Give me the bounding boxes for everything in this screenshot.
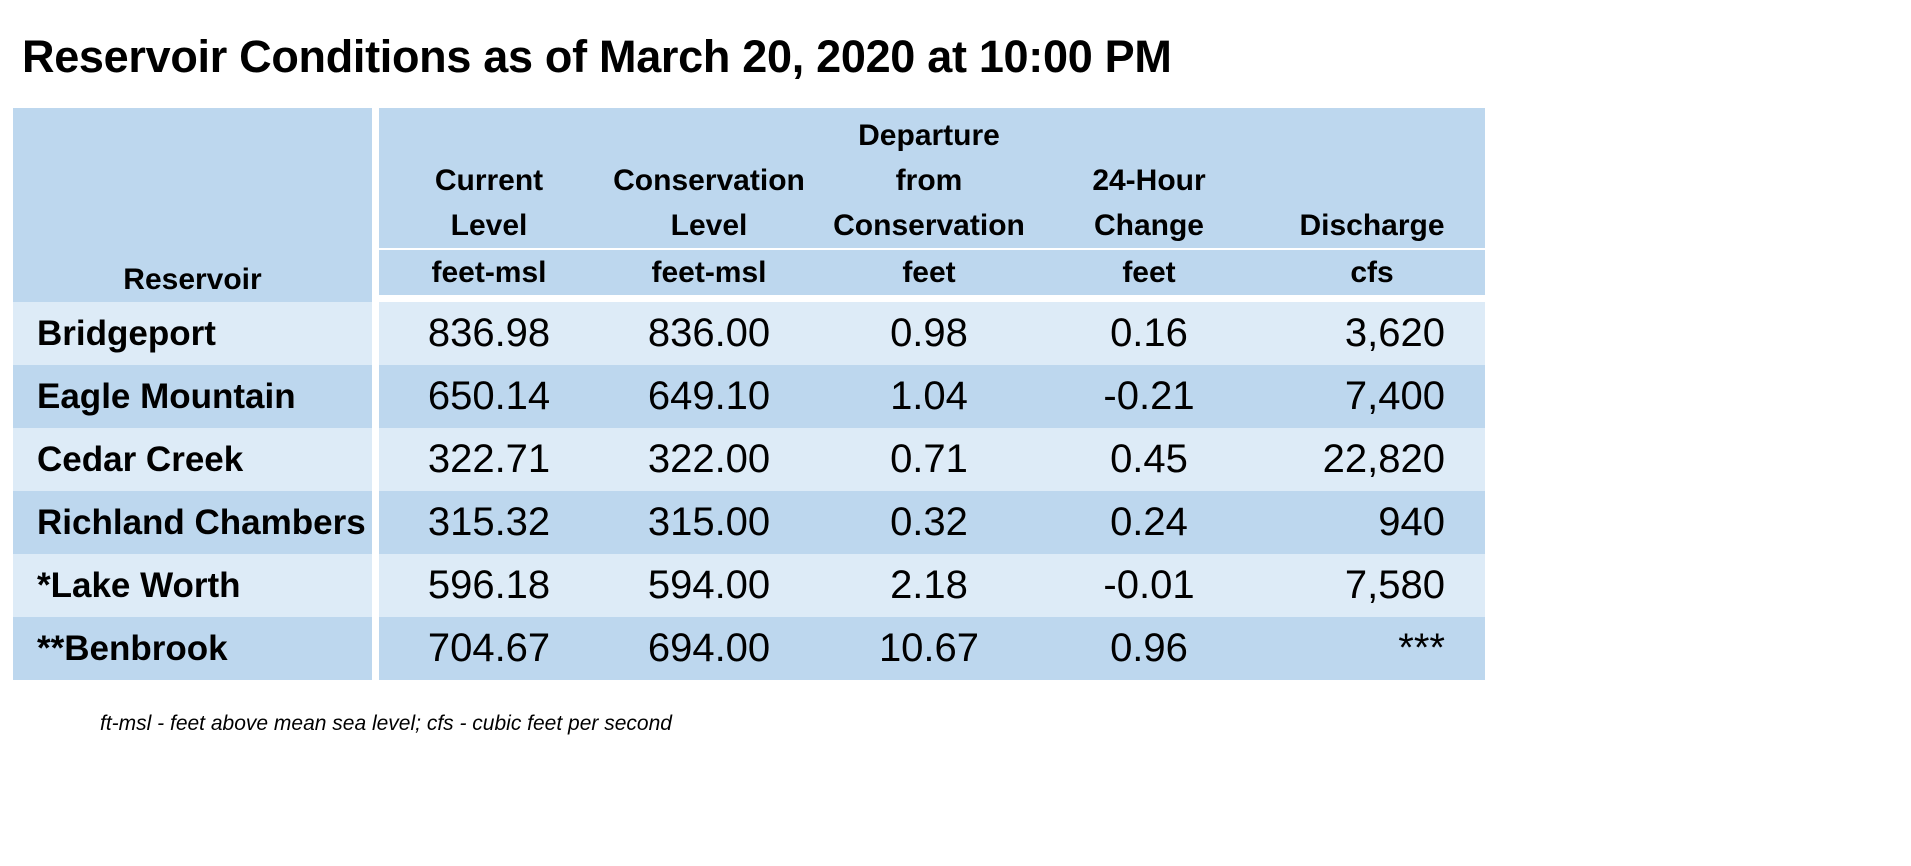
header-line: from <box>895 164 963 197</box>
cell-24-hour-change: 0.16 <box>1039 302 1259 365</box>
cell-24-hour-change: -0.21 <box>1039 365 1259 428</box>
cell-24-hour-change: -0.01 <box>1039 554 1259 617</box>
cell-discharge: 7,580 <box>1259 554 1485 617</box>
footnote: ft-msl - feet above mean sea level; cfs … <box>100 712 672 735</box>
table-row: Eagle Mountain 650.14 649.10 1.04 -0.21 … <box>13 365 1485 428</box>
header-line: Conservation <box>613 164 805 197</box>
cell-departure: 1.04 <box>819 365 1039 428</box>
column-header-conservation-level: Conservation Level <box>599 108 819 250</box>
table-body: Bridgeport 836.98 836.00 0.98 0.16 3,620… <box>13 302 1485 680</box>
cell-24-hour-change: 0.96 <box>1039 617 1259 680</box>
cell-departure: 2.18 <box>819 554 1039 617</box>
cell-discharge: 940 <box>1259 491 1485 554</box>
cell-reservoir: **Benbrook <box>13 617 379 680</box>
table-row: Bridgeport 836.98 836.00 0.98 0.16 3,620 <box>13 302 1485 365</box>
cell-current-level: 836.98 <box>379 302 599 365</box>
column-header-24-hour-change: 24-Hour Change <box>1039 108 1259 250</box>
cell-departure: 0.71 <box>819 428 1039 491</box>
cell-current-level: 315.32 <box>379 491 599 554</box>
cell-departure: 0.32 <box>819 491 1039 554</box>
table-row: *Lake Worth 596.18 594.00 2.18 -0.01 7,5… <box>13 554 1485 617</box>
header-line: Conservation <box>833 209 1025 242</box>
cell-conservation-level: 322.00 <box>599 428 819 491</box>
cell-departure: 10.67 <box>819 617 1039 680</box>
cell-discharge: 3,620 <box>1259 302 1485 365</box>
column-header-discharge: Discharge <box>1259 108 1485 250</box>
header-line: Current <box>434 164 544 197</box>
header-line: Change <box>1093 209 1204 242</box>
table-header: Reservoir Current Level Conservation Lev… <box>13 108 1485 302</box>
cell-24-hour-change: 0.24 <box>1039 491 1259 554</box>
column-header-reservoir: Reservoir <box>13 108 379 302</box>
cell-discharge: 7,400 <box>1259 365 1485 428</box>
cell-discharge: 22,820 <box>1259 428 1485 491</box>
reservoir-table: Reservoir Current Level Conservation Lev… <box>13 108 1485 680</box>
cell-current-level: 650.14 <box>379 365 599 428</box>
unit-discharge: cfs <box>1259 250 1485 302</box>
column-header-departure: Departure from Conservation <box>819 108 1039 250</box>
column-header-current-level: Current Level <box>379 108 599 250</box>
unit-conservation-level: feet-msl <box>599 250 819 302</box>
cell-reservoir: Eagle Mountain <box>13 365 379 428</box>
cell-conservation-level: 315.00 <box>599 491 819 554</box>
header-line: Discharge <box>1299 209 1445 242</box>
unit-24-hour-change: feet <box>1039 250 1259 302</box>
page-title: Reservoir Conditions as of March 20, 202… <box>22 31 1172 82</box>
table-row: Richland Chambers 315.32 315.00 0.32 0.2… <box>13 491 1485 554</box>
cell-reservoir: Richland Chambers <box>13 491 379 554</box>
unit-departure: feet <box>819 250 1039 302</box>
cell-departure: 0.98 <box>819 302 1039 365</box>
cell-reservoir: *Lake Worth <box>13 554 379 617</box>
unit-current-level: feet-msl <box>379 250 599 302</box>
cell-current-level: 322.71 <box>379 428 599 491</box>
header-line: Departure <box>858 119 1000 152</box>
cell-conservation-level: 594.00 <box>599 554 819 617</box>
cell-24-hour-change: 0.45 <box>1039 428 1259 491</box>
cell-conservation-level: 836.00 <box>599 302 819 365</box>
header-line: Level <box>670 209 748 242</box>
cell-current-level: 704.67 <box>379 617 599 680</box>
table-row: Cedar Creek 322.71 322.00 0.71 0.45 22,8… <box>13 428 1485 491</box>
cell-reservoir: Cedar Creek <box>13 428 379 491</box>
cell-conservation-level: 649.10 <box>599 365 819 428</box>
cell-current-level: 596.18 <box>379 554 599 617</box>
cell-conservation-level: 694.00 <box>599 617 819 680</box>
cell-discharge: *** <box>1259 617 1485 680</box>
header-line: 24-Hour <box>1092 164 1206 197</box>
header-line: Level <box>450 209 528 242</box>
cell-reservoir: Bridgeport <box>13 302 379 365</box>
table-row: **Benbrook 704.67 694.00 10.67 0.96 *** <box>13 617 1485 680</box>
